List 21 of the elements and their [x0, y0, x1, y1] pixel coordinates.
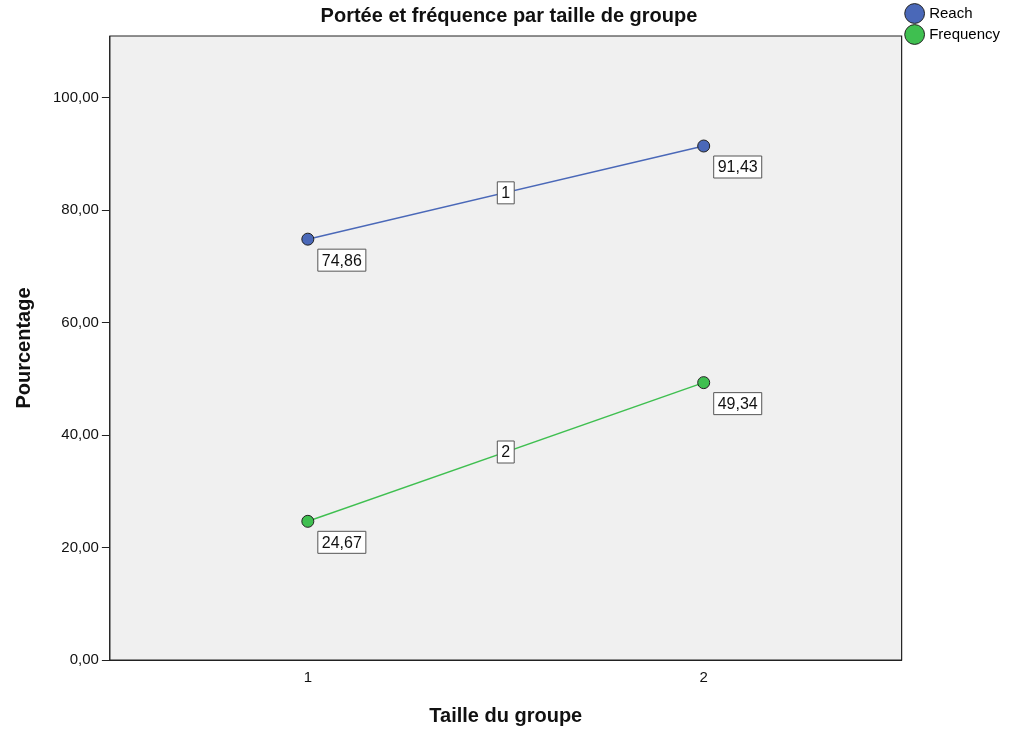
y-tick-label: 80,00 — [61, 200, 99, 218]
point — [697, 376, 711, 390]
point — [301, 232, 315, 246]
data-label: 91,43 — [717, 158, 758, 176]
y-tick-label: 40,00 — [61, 425, 99, 443]
y-tick-label: 100,00 — [52, 87, 99, 105]
annotation: 1 — [501, 184, 511, 202]
point — [697, 139, 711, 153]
point — [301, 514, 315, 528]
data-label: 49,34 — [717, 395, 758, 413]
data-label: 24,67 — [321, 533, 362, 551]
y-tick-label: 0,00 — [69, 650, 99, 668]
y-tick-label: 60,00 — [61, 312, 99, 330]
y-tick-label: 20,00 — [61, 537, 99, 555]
chart-title: Portée et fréquence par taille de groupe — [320, 3, 698, 26]
data-label: 74,86 — [321, 251, 362, 269]
x-axis-title: Taille du groupe — [429, 703, 583, 726]
legend-label: Frequency — [929, 24, 1001, 42]
legend-label: Reach — [929, 3, 973, 21]
y-axis-title: Pourcentage — [11, 287, 34, 409]
annotation: 2 — [501, 443, 511, 461]
